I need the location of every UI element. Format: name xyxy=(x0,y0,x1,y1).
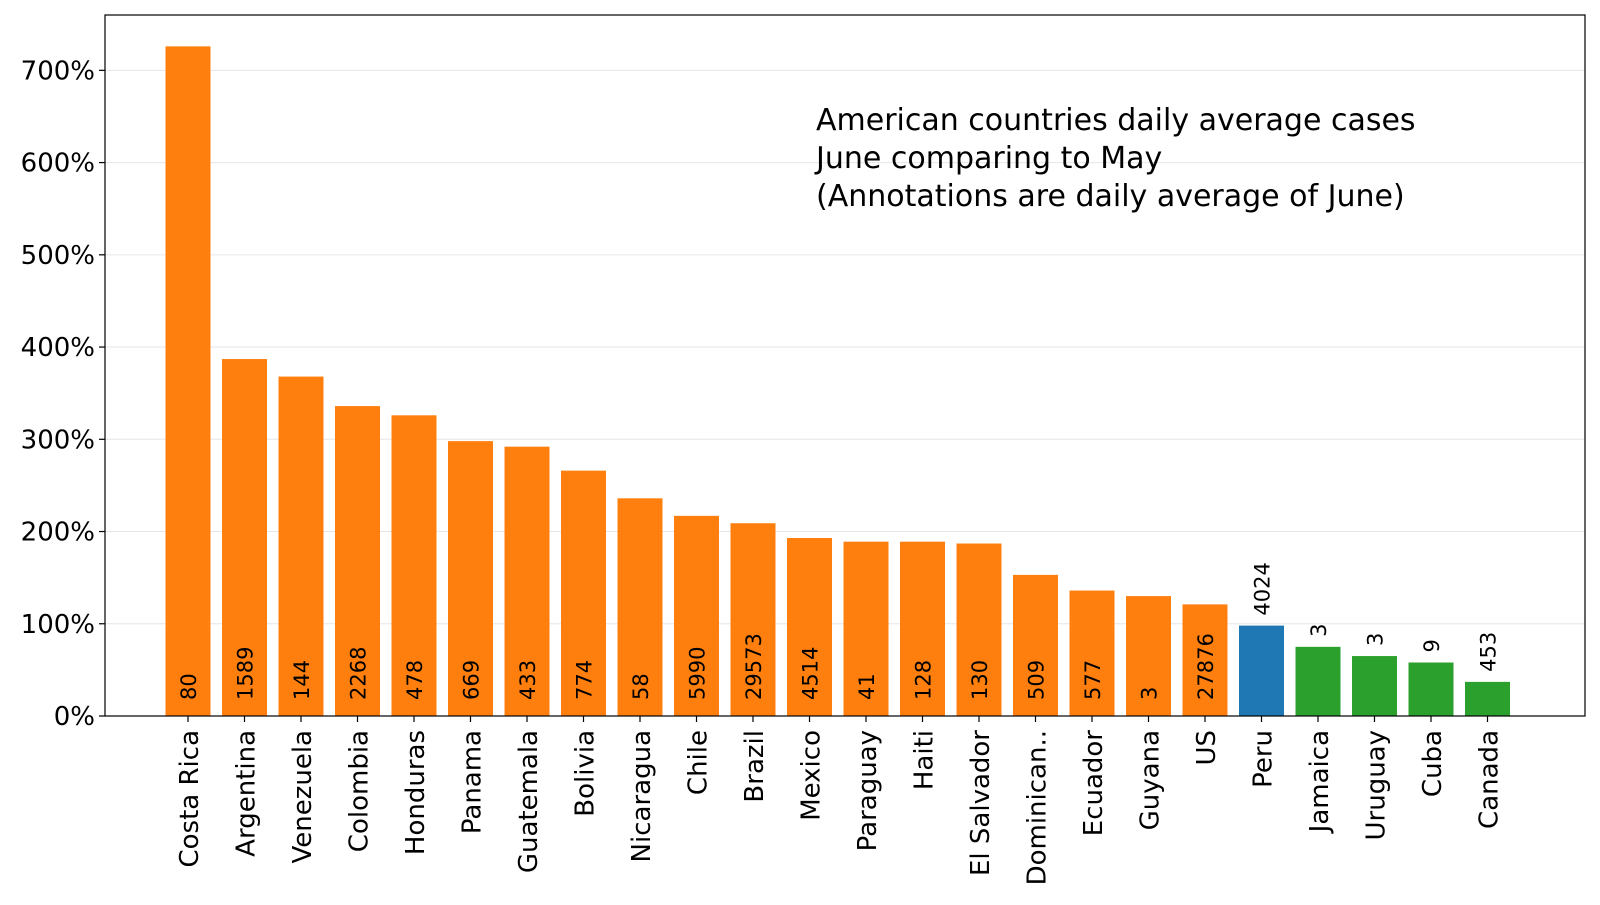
bar xyxy=(1239,625,1284,716)
bar-annotation: 1589 xyxy=(234,647,258,700)
x-tick-label: Venezuela xyxy=(288,730,318,864)
bar xyxy=(1408,662,1454,716)
x-tick-label: Ecuador xyxy=(1079,730,1109,837)
bar xyxy=(1069,590,1115,716)
x-tick-label: Guyana xyxy=(1136,730,1166,830)
x-tick-label: US xyxy=(1192,730,1222,766)
x-tick-label: Bolivia xyxy=(571,730,601,817)
bar xyxy=(278,376,324,716)
bar xyxy=(674,515,719,716)
bar xyxy=(561,470,606,716)
bar xyxy=(900,541,945,716)
bar-annotation: 3 xyxy=(1364,633,1388,646)
y-tick-label: 500% xyxy=(21,241,95,271)
y-tick-label: 100% xyxy=(21,610,95,640)
bar-annotation: 453 xyxy=(1477,632,1501,672)
bar-annotation: 29573 xyxy=(742,633,766,700)
bar xyxy=(1013,574,1058,716)
x-tick-label: Panama xyxy=(458,730,488,834)
x-tick-label: Nicaragua xyxy=(627,730,657,862)
y-tick-label: 200% xyxy=(21,518,95,548)
x-tick-label: Costa Rica xyxy=(175,730,205,868)
bar-annotation: 774 xyxy=(573,660,597,700)
bar xyxy=(1182,604,1228,716)
y-axis: 0% 100% 200% 300% 400% 500% 600% 700% xyxy=(21,56,105,732)
bar-annotation: 58 xyxy=(629,673,653,700)
bar xyxy=(335,406,380,716)
x-tick-label: Uruguay xyxy=(1362,730,1392,841)
bar-annotation: 3 xyxy=(1307,623,1331,636)
bar-annotation: 433 xyxy=(516,660,540,700)
bar xyxy=(843,541,889,716)
bar xyxy=(1126,596,1171,716)
annotation-layer: 80 1589 144 2268 478 669 433 774 58 5990 29573 4514… xyxy=(177,562,1501,700)
x-tick-label: Paraguay xyxy=(853,730,883,851)
bar xyxy=(504,446,550,716)
x-tick-label: Argentina xyxy=(232,730,262,857)
bar-layer xyxy=(165,46,1510,716)
x-tick-label: Brazil xyxy=(740,730,770,803)
chart-title-line-3: (Annotations are daily average of June) xyxy=(816,179,1405,214)
bar-annotation: 80 xyxy=(177,673,201,700)
bar-annotation: 478 xyxy=(403,660,427,700)
y-tick-label: 400% xyxy=(21,333,95,363)
chart-title-line-2: June comparing to May xyxy=(814,141,1162,176)
x-tick-label: Guatemala xyxy=(514,730,544,873)
x-axis: Costa Rica Argentina Venezuela Colombia Hond… xyxy=(175,716,1505,885)
x-tick-label: Peru xyxy=(1249,730,1279,788)
y-tick-label: 300% xyxy=(21,425,95,455)
x-tick-label: Colombia xyxy=(345,730,375,852)
bar xyxy=(1352,656,1397,716)
bar xyxy=(617,498,663,716)
bar-annotation: 4514 xyxy=(799,647,823,700)
chart-title-line-1: American countries daily average cases xyxy=(816,103,1416,138)
bar-annotation: 41 xyxy=(855,673,879,700)
x-tick-label: Canada xyxy=(1475,730,1505,829)
bar xyxy=(1465,681,1510,716)
x-tick-label: Cuba xyxy=(1418,730,1448,797)
bar-annotation: 669 xyxy=(460,660,484,700)
x-tick-label: Dominican.. xyxy=(1023,730,1053,885)
bar-annotation: 5990 xyxy=(686,647,710,700)
bar xyxy=(956,543,1002,716)
bar-annotation: 130 xyxy=(968,660,992,700)
bar-annotation: 9 xyxy=(1420,639,1444,652)
bar xyxy=(165,46,211,716)
bar-annotation: 128 xyxy=(912,660,936,700)
bar xyxy=(1295,646,1341,716)
plot-frame xyxy=(104,14,1586,717)
x-tick-label: Mexico xyxy=(797,730,827,821)
bar xyxy=(222,359,267,716)
bar-annotation: 577 xyxy=(1081,660,1105,700)
bar xyxy=(448,441,493,716)
x-tick-label: El Salvador xyxy=(966,730,996,876)
x-tick-label: Jamaica xyxy=(1305,730,1335,834)
bar-annotation: 144 xyxy=(290,660,314,700)
bar-annotation: 4024 xyxy=(1251,562,1275,615)
x-tick-label: Honduras xyxy=(401,730,431,855)
bar xyxy=(730,523,776,716)
bar xyxy=(391,415,437,716)
bar xyxy=(787,537,832,716)
bar-annotation: 27876 xyxy=(1194,633,1218,700)
y-tick-label: 600% xyxy=(21,149,95,179)
y-tick-label: 700% xyxy=(21,56,95,86)
y-tick-label: 0% xyxy=(54,702,95,732)
bar-annotation: 509 xyxy=(1025,660,1049,700)
x-tick-label: Chile xyxy=(684,730,714,795)
bar-annotation: 2268 xyxy=(347,647,371,700)
bar-annotation: 3 xyxy=(1138,687,1162,700)
x-tick-label: Haiti xyxy=(910,730,940,790)
